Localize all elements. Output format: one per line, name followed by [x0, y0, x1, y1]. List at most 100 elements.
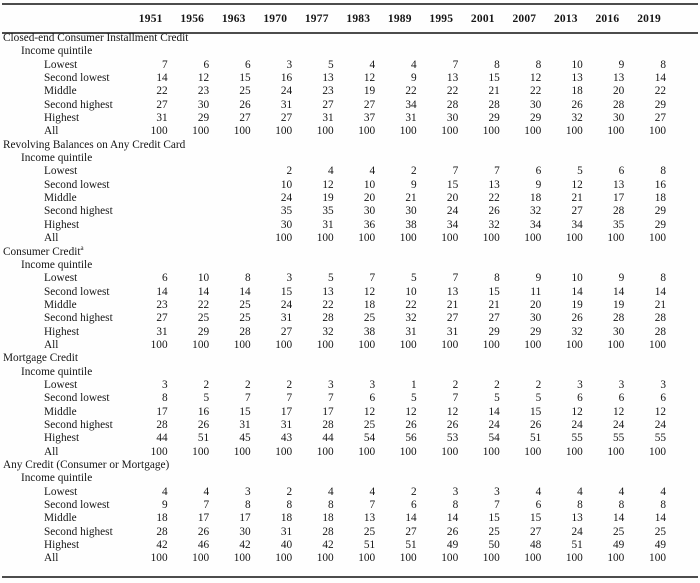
value-cell: 14 — [239, 285, 251, 298]
value-cell — [127, 219, 169, 232]
value-cell: 100 — [399, 445, 417, 458]
section-subtitle-row: Income quintile — [1, 259, 667, 272]
value-cell: 51 — [405, 539, 417, 552]
value-cell: 7 — [452, 272, 459, 285]
value-cell: 10 — [571, 272, 583, 285]
value-cell: 29 — [488, 325, 500, 338]
value-cell: 12 — [654, 405, 666, 418]
value-cell: 8 — [660, 165, 666, 178]
table-row: All 100 100 100 100 100 100 100 100 100 100 — [1, 232, 667, 245]
row-label: Second lowest — [44, 178, 110, 191]
credit-shares-table: 1951 1956 1963 1970 1977 1983 1989 1995 2001 2007… — [1, 5, 667, 566]
value-cell: 22 — [488, 192, 500, 205]
value-cell: 100 — [441, 125, 459, 138]
value-cell: 30 — [612, 325, 625, 338]
value-cell — [169, 179, 211, 192]
value-cell — [127, 179, 169, 192]
value-cell: 12 — [405, 405, 417, 418]
section-title-row: Consumer Credita — [1, 244, 667, 259]
row-label: Highest — [44, 432, 80, 445]
value-cell: 24 — [446, 205, 459, 218]
table-row: Highest 31 29 28 27 32 38 31 31 29 29 32 30 28 — [1, 326, 667, 339]
table-row: Second highest 27 25 25 31 28 25 32 27 27 30 26 28 28 — [1, 312, 667, 325]
value-cell: 30 — [446, 112, 459, 125]
year-header: 2019 — [637, 12, 661, 25]
value-cell: 14 — [446, 512, 459, 525]
value-cell: 2 — [452, 378, 459, 391]
value-cell: 100 — [192, 552, 210, 565]
value-cell: 100 — [607, 338, 625, 351]
value-cell: 100 — [649, 125, 666, 138]
value-cell: 24 — [654, 418, 666, 431]
value-cell: 7 — [161, 58, 168, 71]
value-cell: 100 — [275, 338, 293, 351]
value-cell: 12 — [363, 72, 376, 85]
value-cell — [169, 205, 211, 218]
value-cell: 100 — [482, 125, 500, 138]
value-cell: 4 — [369, 165, 376, 178]
value-cell: 100 — [150, 125, 168, 138]
value-cell: 100 — [358, 552, 376, 565]
value-cell: 12 — [197, 72, 210, 85]
value-cell: 14 — [654, 72, 666, 85]
row-label: Second highest — [44, 312, 113, 325]
value-cell: 35 — [612, 218, 625, 231]
year-header: 1977 — [304, 12, 329, 25]
value-cell: 8 — [244, 499, 251, 512]
value-cell: 32 — [571, 112, 583, 125]
value-cell: 100 — [441, 552, 459, 565]
value-cell: 51 — [363, 539, 376, 552]
table-row: Lowest 6 10 8 3 5 7 5 7 8 9 10 9 8 — [1, 272, 667, 285]
value-cell: 12 — [529, 72, 542, 85]
value-cell: 100 — [399, 552, 417, 565]
value-cell: 28 — [654, 312, 666, 325]
value-cell: 7 — [452, 58, 459, 71]
section-title: Consumer Credita — [1, 244, 667, 259]
row-label: Highest — [44, 112, 80, 125]
value-cell: 100 — [192, 445, 210, 458]
value-cell: 30 — [529, 98, 542, 111]
value-cell: 100 — [524, 445, 542, 458]
section-title-text: Any Credit (Consumer or Mortgage) — [3, 459, 170, 471]
value-cell: 28 — [156, 418, 168, 431]
value-cell: 42 — [322, 539, 334, 552]
value-cell: 22 — [446, 85, 459, 98]
value-cell: 26 — [571, 98, 583, 111]
value-cell: 100 — [233, 125, 251, 138]
value-cell: 100 — [524, 232, 542, 245]
value-cell: 13 — [571, 72, 583, 85]
value-cell: 3 — [161, 378, 168, 391]
value-cell: 17 — [239, 512, 251, 525]
value-cell: 4 — [577, 485, 583, 498]
value-cell: 4 — [369, 58, 376, 71]
row-label: Middle — [44, 85, 77, 98]
value-cell: 13 — [322, 72, 334, 85]
value-cell: 32 — [529, 205, 542, 218]
value-cell: 21 — [488, 85, 500, 98]
section-subtitle-row: Income quintile — [1, 366, 667, 379]
value-cell: 14 — [488, 405, 500, 418]
section-subtitle-row: Income quintile — [1, 45, 667, 58]
value-cell: 18 — [280, 512, 293, 525]
value-cell: 2 — [203, 378, 210, 391]
section-title: Mortgage Credit — [1, 352, 667, 365]
section-title-row: Revolving Balances on Any Credit Card — [1, 139, 667, 152]
value-cell — [210, 192, 252, 205]
value-cell: 5 — [494, 392, 500, 405]
value-cell: 51 — [529, 432, 542, 445]
value-cell: 100 — [316, 125, 334, 138]
value-cell: 9 — [411, 178, 417, 191]
value-cell: 100 — [649, 232, 666, 245]
table-body: Closed-end Consumer Installment Credit In… — [1, 32, 667, 566]
value-cell: 100 — [275, 232, 293, 245]
value-cell: 25 — [654, 525, 666, 538]
value-cell: 28 — [488, 98, 500, 111]
value-cell: 29 — [488, 112, 500, 125]
value-cell: 3 — [452, 485, 459, 498]
value-cell: 38 — [405, 218, 417, 231]
value-cell: 13 — [612, 178, 625, 191]
value-cell: 2 — [286, 485, 293, 498]
value-cell: 23 — [197, 85, 210, 98]
row-label: Second highest — [44, 525, 113, 538]
table-row: Second lowest 10 12 10 9 15 13 9 12 13 16 — [1, 179, 667, 192]
